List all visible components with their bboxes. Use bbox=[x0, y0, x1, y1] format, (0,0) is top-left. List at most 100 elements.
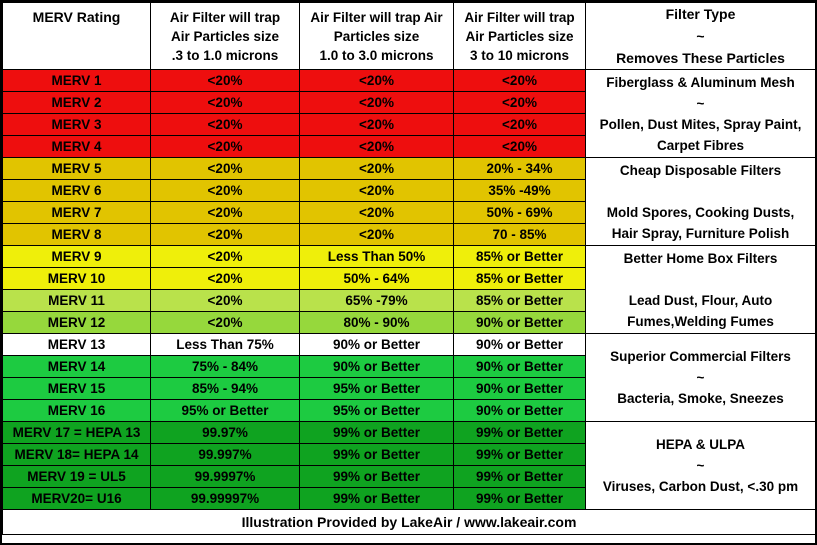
trap-medium-particles-cell: 99% or Better bbox=[299, 421, 454, 444]
header-trap-10-to-30-microns: Air Filter will trap Air Particles size … bbox=[299, 2, 454, 70]
table-row: MERV 13 Less Than 75% 90% or Better 90% or … bbox=[2, 333, 816, 422]
trap-medium-particles-cell: 90% or Better bbox=[299, 355, 454, 378]
trap-small-particles-cell: <20% bbox=[150, 91, 300, 114]
table-row: MERV 16 95% or Better 95% or Better 90% or … bbox=[2, 399, 816, 422]
table-row: MERV 10 <20% 50% - 64% 85% or Better bbox=[2, 267, 816, 290]
trap-medium-particles-cell: <20% bbox=[299, 223, 454, 246]
trap-medium-particles-cell: 99% or Better bbox=[299, 465, 454, 488]
merv-table-body: MERV 1 <20% <20% <20% Fiberglass & Aluminum … bbox=[2, 69, 816, 510]
trap-small-particles-cell: 99.99997% bbox=[150, 487, 300, 510]
table-row: MERV 17 = HEPA 13 99.97% 99% or Better 99% … bbox=[2, 421, 816, 510]
trap-small-particles-cell: 85% - 94% bbox=[150, 377, 300, 400]
trap-medium-particles-cell: 95% or Better bbox=[299, 399, 454, 422]
merv-rating-cell: MERV 5 bbox=[2, 157, 151, 180]
merv-rating-cell: MERV 2 bbox=[2, 91, 151, 114]
table-row: MERV 8 <20% <20% 70 - 85% bbox=[2, 223, 816, 246]
trap-medium-particles-cell: 95% or Better bbox=[299, 377, 454, 400]
trap-large-particles-cell: 99% or Better bbox=[453, 421, 586, 444]
header-merv-rating: MERV Rating bbox=[2, 2, 151, 70]
table-row: MERV 12 <20% 80% - 90% 90% or Better bbox=[2, 311, 816, 334]
trap-large-particles-cell: 99% or Better bbox=[453, 443, 586, 466]
merv-rating-cell: MERV 6 bbox=[2, 179, 151, 202]
trap-medium-particles-cell: <20% bbox=[299, 113, 454, 136]
header-filter-type: Filter Type ~ Removes These Particles bbox=[585, 2, 816, 70]
merv-rating-cell: MERV 17 = HEPA 13 bbox=[2, 421, 151, 444]
trap-small-particles-cell: <20% bbox=[150, 113, 300, 136]
header-trap-3-to-10-microns: Air Filter will trap Air Particles size … bbox=[453, 2, 586, 70]
trap-small-particles-cell: <20% bbox=[150, 157, 300, 180]
table-row: MERV20= U16 99.99997% 99% or Better 99% or … bbox=[2, 487, 816, 510]
merv-rating-cell: MERV 9 bbox=[2, 245, 151, 268]
table-row: MERV 15 85% - 94% 95% or Better 90% or Bett… bbox=[2, 377, 816, 400]
table-row: MERV 9 <20% Less Than 50% 85% or Better Bett… bbox=[2, 245, 816, 334]
merv-rating-cell: MERV 10 bbox=[2, 267, 151, 290]
merv-rating-cell: MERV 8 bbox=[2, 223, 151, 246]
merv-rating-cell: MERV20= U16 bbox=[2, 487, 151, 510]
trap-small-particles-cell: <20% bbox=[150, 245, 300, 268]
merv-rating-cell: MERV 1 bbox=[2, 69, 151, 92]
trap-small-particles-cell: 99.997% bbox=[150, 443, 300, 466]
table-row: MERV 18= HEPA 14 99.997% 99% or Better 99% … bbox=[2, 443, 816, 466]
trap-large-particles-cell: 85% or Better bbox=[453, 267, 586, 290]
trap-medium-particles-cell: 99% or Better bbox=[299, 487, 454, 510]
trap-large-particles-cell: 99% or Better bbox=[453, 465, 586, 488]
table-footer: Illustration Provided by LakeAir / www.l… bbox=[2, 509, 816, 535]
trap-small-particles-cell: <20% bbox=[150, 267, 300, 290]
trap-large-particles-cell: 50% - 69% bbox=[453, 201, 586, 224]
merv-rating-cell: MERV 14 bbox=[2, 355, 151, 378]
table-header: MERV Rating Air Filter will trap Air Par… bbox=[2, 2, 816, 70]
filter-type-group-cell: Better Home Box Filters Lead Dust, Flour… bbox=[585, 245, 816, 334]
filter-type-group-cell: Fiberglass & Aluminum Mesh ~ Pollen, Dus… bbox=[585, 69, 816, 158]
trap-medium-particles-cell: <20% bbox=[299, 91, 454, 114]
header-trap-03-to-10-microns: Air Filter will trap Air Particles size … bbox=[150, 2, 300, 70]
trap-medium-particles-cell: <20% bbox=[299, 157, 454, 180]
trap-small-particles-cell: <20% bbox=[150, 311, 300, 334]
merv-rating-cell: MERV 18= HEPA 14 bbox=[2, 443, 151, 466]
attribution-text: Illustration Provided by LakeAir / www.l… bbox=[2, 509, 816, 535]
trap-large-particles-cell: 90% or Better bbox=[453, 399, 586, 422]
table-row: MERV 4 <20% <20% <20% bbox=[2, 135, 816, 158]
trap-large-particles-cell: <20% bbox=[453, 69, 586, 92]
merv-rating-cell: MERV 7 bbox=[2, 201, 151, 224]
trap-large-particles-cell: <20% bbox=[453, 135, 586, 158]
merv-rating-cell: MERV 15 bbox=[2, 377, 151, 400]
trap-medium-particles-cell: 65% -79% bbox=[299, 289, 454, 312]
trap-small-particles-cell: 99.97% bbox=[150, 421, 300, 444]
trap-small-particles-cell: <20% bbox=[150, 201, 300, 224]
table-row: MERV 5 <20% <20% 20% - 34% Cheap Disposable … bbox=[2, 157, 816, 246]
trap-large-particles-cell: <20% bbox=[453, 91, 586, 114]
trap-large-particles-cell: 70 - 85% bbox=[453, 223, 586, 246]
trap-small-particles-cell: <20% bbox=[150, 135, 300, 158]
merv-rating-cell: MERV 12 bbox=[2, 311, 151, 334]
merv-rating-cell: MERV 4 bbox=[2, 135, 151, 158]
merv-rating-cell: MERV 13 bbox=[2, 333, 151, 356]
table-row: MERV 11 <20% 65% -79% 85% or Better bbox=[2, 289, 816, 312]
table-row: MERV 19 = UL5 99.9997% 99% or Better 99% or… bbox=[2, 465, 816, 488]
table-row: MERV 6 <20% <20% 35% -49% bbox=[2, 179, 816, 202]
trap-small-particles-cell: 75% - 84% bbox=[150, 355, 300, 378]
trap-medium-particles-cell: <20% bbox=[299, 201, 454, 224]
table-row: MERV 14 75% - 84% 90% or Better 90% or Bett… bbox=[2, 355, 816, 378]
trap-large-particles-cell: 90% or Better bbox=[453, 355, 586, 378]
table-row: MERV 1 <20% <20% <20% Fiberglass & Aluminum … bbox=[2, 69, 816, 158]
merv-rating-cell: MERV 3 bbox=[2, 113, 151, 136]
filter-type-group-cell: Superior Commercial Filters ~ Bacteria, … bbox=[585, 333, 816, 422]
trap-large-particles-cell: <20% bbox=[453, 113, 586, 136]
filter-type-group-cell: HEPA & ULPA ~ Viruses, Carbon Dust, <.30… bbox=[585, 421, 816, 510]
footer-row: Illustration Provided by LakeAir / www.l… bbox=[2, 509, 816, 535]
merv-rating-cell: MERV 11 bbox=[2, 289, 151, 312]
merv-chart-table: MERV Rating Air Filter will trap Air Par… bbox=[2, 2, 816, 535]
merv-rating-cell: MERV 19 = UL5 bbox=[2, 465, 151, 488]
trap-large-particles-cell: 20% - 34% bbox=[453, 157, 586, 180]
trap-large-particles-cell: 35% -49% bbox=[453, 179, 586, 202]
trap-small-particles-cell: 99.9997% bbox=[150, 465, 300, 488]
trap-large-particles-cell: 90% or Better bbox=[453, 377, 586, 400]
table-row: MERV 2 <20% <20% <20% bbox=[2, 91, 816, 114]
table-row: MERV 7 <20% <20% 50% - 69% bbox=[2, 201, 816, 224]
trap-medium-particles-cell: 90% or Better bbox=[299, 333, 454, 356]
trap-medium-particles-cell: 50% - 64% bbox=[299, 267, 454, 290]
header-row: MERV Rating Air Filter will trap Air Par… bbox=[2, 2, 816, 70]
trap-small-particles-cell: <20% bbox=[150, 289, 300, 312]
trap-small-particles-cell: 95% or Better bbox=[150, 399, 300, 422]
